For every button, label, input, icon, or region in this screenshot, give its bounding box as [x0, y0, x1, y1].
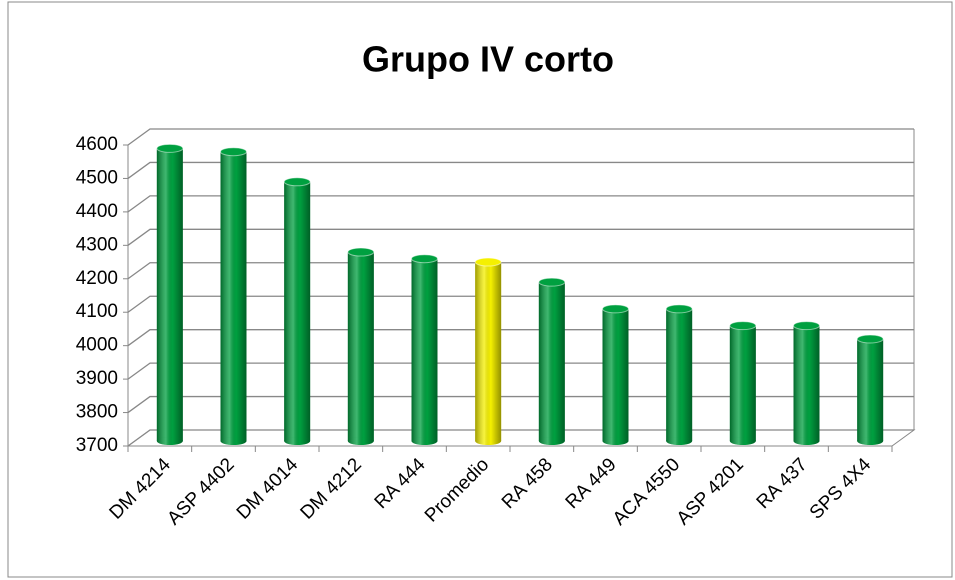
bar-shade — [857, 338, 884, 441]
grid-line — [127, 295, 914, 313]
bar-shade — [538, 282, 565, 441]
chart-title: Grupo IV corto — [362, 39, 614, 80]
bar-base-shade — [411, 437, 438, 445]
bar-base-shade — [602, 437, 629, 445]
bar-cap — [602, 304, 629, 314]
grid-line — [127, 395, 914, 414]
bar-base-shade — [538, 437, 565, 445]
grid-line — [127, 228, 914, 246]
bar-base-shade — [156, 437, 183, 445]
bar-cap — [793, 321, 820, 331]
bar-base-shade — [729, 437, 756, 445]
y-tick-label: 3800 — [76, 402, 118, 423]
bar-cap — [856, 334, 884, 344]
bar-base-shade — [347, 437, 374, 445]
bar-cap — [411, 254, 438, 264]
y-tick-label: 4200 — [76, 268, 118, 289]
grid-line — [127, 429, 914, 447]
bar-base-shade — [793, 437, 820, 445]
bar-base-shade — [666, 437, 693, 445]
grid-line — [127, 362, 914, 380]
bar-shade — [347, 252, 374, 441]
bar-cap — [665, 304, 693, 314]
y-tick-label: 4600 — [76, 134, 118, 155]
y-tick-label: 4500 — [76, 167, 118, 188]
y-tick-label: 4300 — [76, 234, 118, 255]
bar-shade — [156, 148, 183, 441]
grid-line — [127, 262, 914, 280]
bar-base-shade — [220, 437, 247, 445]
bar-shade — [602, 308, 629, 441]
bar-cap — [156, 143, 184, 153]
bar-base-shade — [284, 437, 311, 445]
bar-shade — [411, 258, 438, 441]
bar-shade — [666, 308, 693, 441]
bar-cap — [538, 277, 566, 287]
y-tick-label: 4400 — [76, 201, 118, 222]
grid-line — [127, 329, 914, 347]
y-tick-label: 4100 — [76, 301, 118, 322]
grid-line — [127, 195, 914, 213]
bar-shade — [729, 325, 756, 441]
bar-shade — [284, 181, 311, 442]
bar-cap — [729, 321, 757, 331]
bar-cap — [220, 147, 247, 157]
bar-shade — [220, 151, 247, 441]
y-tick-label: 4000 — [76, 335, 118, 356]
bar-base-shade — [857, 437, 884, 445]
bar-shade — [475, 262, 502, 441]
bar-cap — [283, 177, 311, 187]
grid-line — [127, 128, 914, 146]
bar-base-shade — [475, 437, 502, 445]
grid-line — [127, 161, 914, 179]
bar-cap — [474, 257, 502, 267]
bar-cap — [347, 247, 375, 257]
y-tick-label: 3900 — [76, 368, 118, 389]
y-tick-label: 3700 — [76, 435, 118, 456]
bar-shade — [793, 325, 820, 441]
